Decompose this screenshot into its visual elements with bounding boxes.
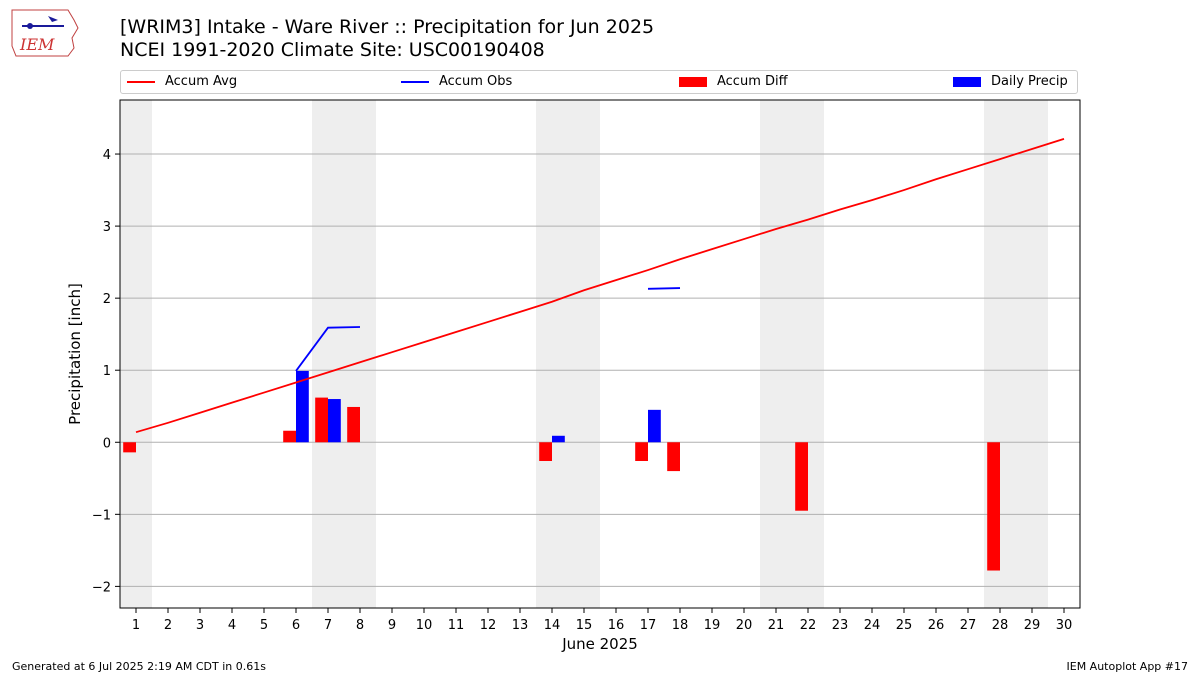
accum-diff-bar [635,442,648,462]
x-tick-label: 17 [640,618,657,633]
plot-frame [119,99,1081,609]
daily-precip-bar [552,435,565,443]
x-tick-label: 6 [292,618,300,633]
legend-item-accum-obs: Accum Obs [401,74,512,89]
iowa-outline-icon [11,9,79,57]
y-tick-label: 1 [103,364,111,379]
daily-precip-bar [648,409,661,443]
x-tick-label: 4 [228,618,236,633]
app-footer: IEM Autoplot App #17 [1066,660,1189,673]
y-tick-label: 3 [103,220,111,235]
y-tick-label: −1 [92,508,111,523]
legend-item-accum-avg: Accum Avg [127,74,237,89]
x-tick-label: 25 [896,618,913,633]
x-tick-label: 13 [512,618,529,633]
x-tick-label: 19 [704,618,721,633]
x-tick-label: 10 [416,618,433,633]
x-tick-label: 29 [1024,618,1041,633]
legend-label-accum-avg: Accum Avg [165,74,238,89]
logo-text: IEM [19,35,55,54]
y-tick-label: −2 [92,580,111,595]
accum-diff-bar [315,397,328,443]
accum-diff-bar [795,442,808,511]
y-tick-label: 0 [103,436,111,451]
accum-diff-bar [987,442,1000,571]
x-tick-label: 28 [992,618,1009,633]
legend-item-daily-precip: Daily Precip [953,74,1068,89]
x-tick-label: 11 [448,618,465,633]
x-tick-label: 5 [260,618,268,633]
x-tick-label: 7 [324,618,332,633]
accum-diff-bar [539,442,552,462]
y-tick-label: 4 [103,148,111,163]
daily-precip-bar [296,370,309,443]
legend-label-accum-diff: Accum Diff [717,74,788,89]
legend-label-accum-obs: Accum Obs [439,74,513,89]
x-tick-label: 16 [608,618,625,633]
x-tick-label: 30 [1056,618,1073,633]
legend-label-daily-precip: Daily Precip [991,74,1068,89]
daily-precip-bar [328,399,341,443]
accum-diff-bar [283,430,296,443]
chart-subtitle: NCEI 1991-2020 Climate Site: USC00190408 [120,39,545,61]
x-tick-label: 2 [164,618,172,633]
weekend-band-2 [536,100,600,608]
generated-footer: Generated at 6 Jul 2025 2:19 AM CDT in 0… [12,660,266,673]
x-axis-label: June 2025 [561,635,638,653]
weekend-band-0 [120,100,152,608]
x-tick-label: 18 [672,618,689,633]
x-tick-label: 14 [544,618,561,633]
accum-diff-bar [123,442,136,453]
x-tick-label: 8 [356,618,364,633]
x-tick-label: 22 [800,618,817,633]
weekend-band-3 [760,100,824,608]
legend-swatch-accum-diff [679,76,707,87]
accum-avg-line [135,138,1065,434]
legend-item-accum-diff: Accum Diff [679,74,788,89]
x-tick-label: 12 [480,618,497,633]
y-tick-label: 2 [103,292,111,307]
accum-diff-bar [347,406,360,443]
x-tick-label: 15 [576,618,593,633]
accum-diff-bar [667,442,680,472]
x-tick-label: 9 [388,618,396,633]
x-tick-label: 1 [132,618,140,633]
x-tick-label: 23 [832,618,849,633]
x-tick-label: 21 [768,618,785,633]
x-tick-label: 20 [736,618,753,633]
chart-title: [WRIM3] Intake - Ware River :: Precipita… [120,16,655,38]
x-tick-label: 27 [960,618,977,633]
legend: Accum Avg Accum Obs Accum Diff Daily Pre… [120,70,1078,94]
iem-logo: IEM [11,9,79,57]
legend-swatch-daily-precip [953,76,981,87]
accum-obs-line [295,326,361,372]
weekend-band-4 [984,100,1048,608]
legend-swatch-accum-avg [127,80,155,83]
x-tick-label: 3 [196,618,204,633]
x-tick-label: 26 [928,618,945,633]
y-axis-label: Precipitation [inch] [66,283,84,425]
accum-obs-line [647,287,681,290]
legend-swatch-accum-obs [401,80,429,83]
x-tick-label: 24 [864,618,881,633]
weekend-band-1 [312,100,376,608]
